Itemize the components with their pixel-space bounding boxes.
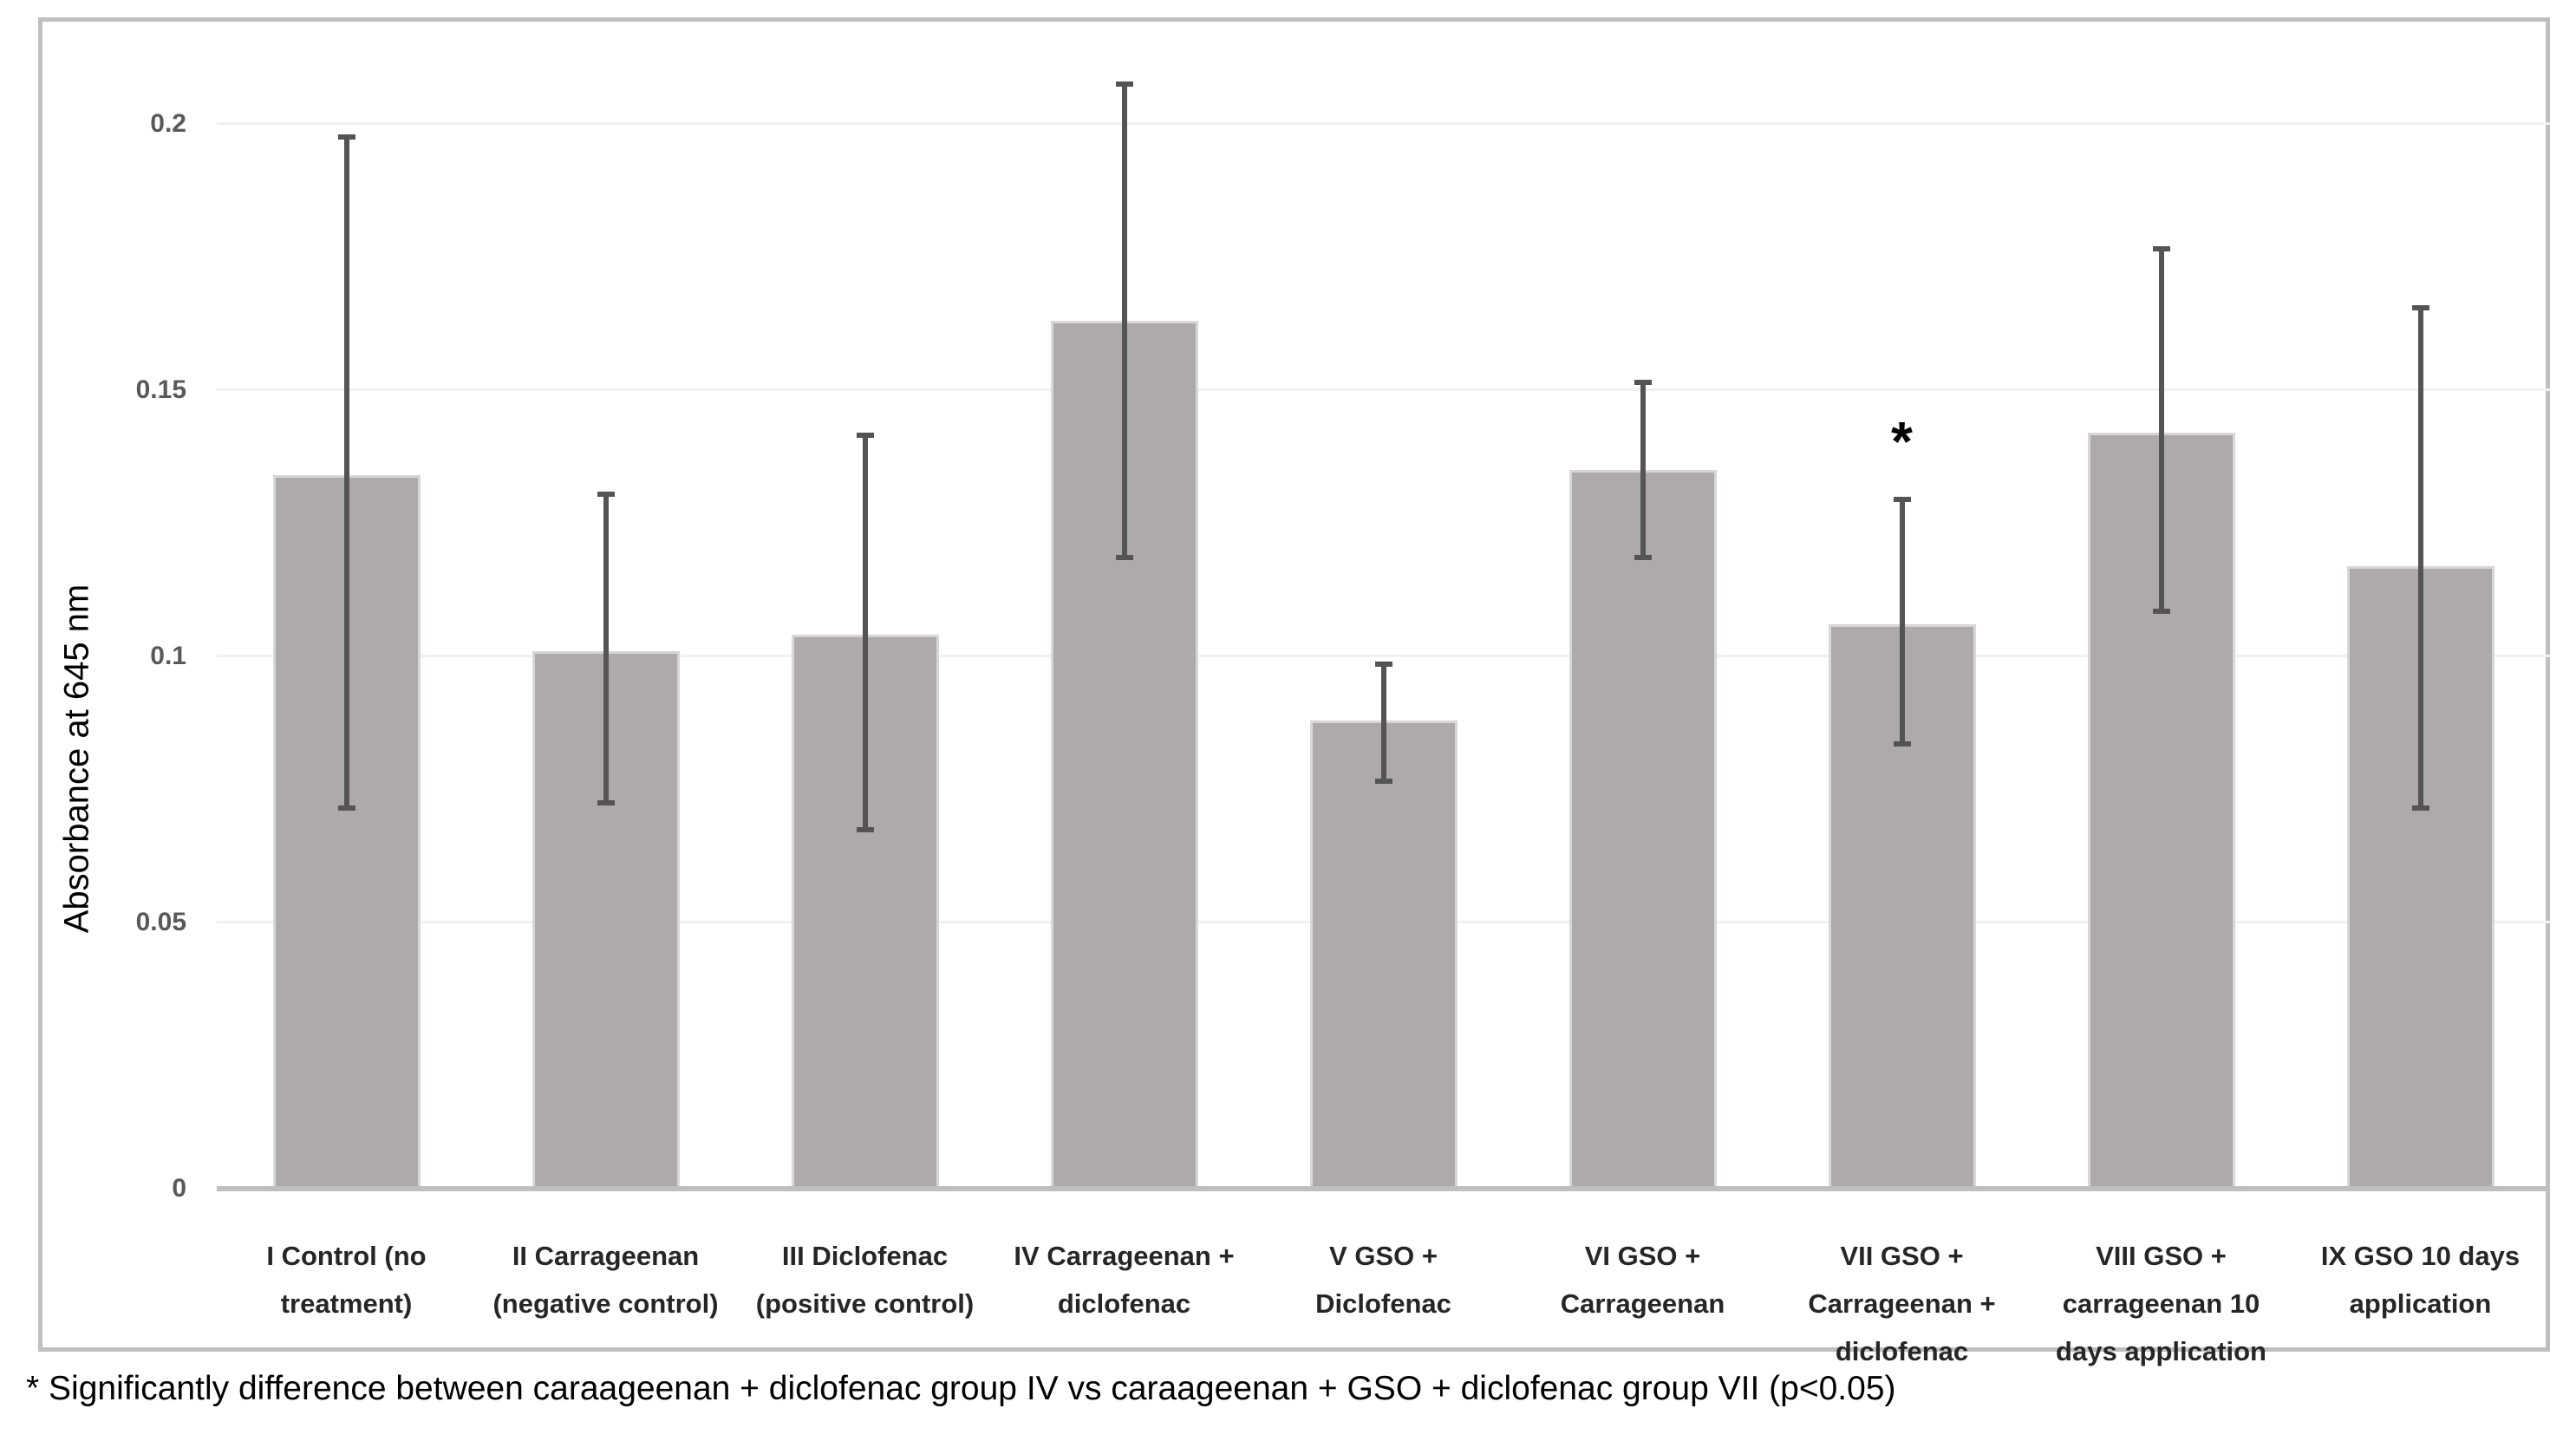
category-label: I Control (no treatment) xyxy=(191,1232,502,1327)
error-cap-bottom xyxy=(1634,555,1652,561)
error-bar xyxy=(1121,81,1127,561)
error-cap-top xyxy=(1634,379,1652,385)
category-label-line: Carrageenan xyxy=(1560,1288,1725,1320)
error-cap-bottom xyxy=(1115,555,1133,561)
error-cap-bottom xyxy=(597,799,615,805)
category-label-line: IV Carrageenan + xyxy=(1014,1241,1235,1271)
y-axis-title: Absorbance at 645 nm xyxy=(57,584,96,934)
category-label-line: I Control (no xyxy=(266,1241,427,1271)
y-tick-label: 0.2 xyxy=(150,109,186,138)
category-label-line: treatment) xyxy=(280,1288,413,1320)
category-label-line: diclofenac xyxy=(1835,1336,1969,1367)
category-label-line: II Carrageenan xyxy=(512,1241,700,1271)
error-cap-bottom xyxy=(1374,779,1392,785)
error-bar xyxy=(1899,496,1905,747)
footnote: * Significantly difference between caraa… xyxy=(26,1370,1896,1407)
error-cap-bottom xyxy=(1893,741,1911,747)
category-label-line: VII GSO + xyxy=(1840,1241,1964,1271)
category-label: III Diclofenac (positive control) xyxy=(709,1232,1021,1327)
gridline xyxy=(217,655,2550,657)
category-label-line: VIII GSO + xyxy=(2096,1241,2227,1271)
error-cap-bottom xyxy=(856,826,874,832)
chart-frame: Absorbance at 645 nm 0 0.05 0.1 0.15 0.2 I Co… xyxy=(38,17,2550,1366)
error-cap-top xyxy=(856,433,874,439)
category-label: V GSO + Diclofenac xyxy=(1228,1232,1539,1327)
category-label: VI GSO + Carrageenan xyxy=(1487,1232,1798,1327)
category-label-line: (positive control) xyxy=(755,1288,975,1320)
category-label-line: carrageenan 10 xyxy=(2062,1288,2260,1320)
error-bar xyxy=(862,433,868,832)
error-bar xyxy=(1380,662,1386,785)
error-cap-top xyxy=(1115,81,1133,87)
error-cap-bottom xyxy=(337,805,355,812)
y-tick-label: 0.1 xyxy=(150,642,186,670)
bar xyxy=(1309,720,1458,1189)
gridline xyxy=(217,122,2550,125)
error-cap-top xyxy=(1374,662,1392,668)
category-label-line: days application xyxy=(2056,1336,2266,1367)
error-cap-top xyxy=(2411,304,2429,310)
category-label-line: Diclofenac xyxy=(1315,1288,1451,1320)
bar xyxy=(1568,470,1717,1189)
category-label: IX GSO 10 days application xyxy=(2265,1232,2576,1327)
error-cap-top xyxy=(597,491,615,497)
category-label-line: IX GSO 10 days xyxy=(2320,1241,2521,1271)
error-cap-bottom xyxy=(2411,805,2429,812)
category-label: VII GSO + Carrageenan + diclofenac xyxy=(1746,1232,2058,1376)
y-tick-label: 0.05 xyxy=(135,908,186,936)
error-cap-top xyxy=(2152,246,2170,252)
category-label: VIII GSO + carrageenan 10 days application xyxy=(2005,1232,2317,1376)
error-cap-top xyxy=(1893,496,1911,502)
category-label: II Carrageenan (negative control) xyxy=(450,1232,761,1327)
category-label-line: diclofenac xyxy=(1057,1288,1191,1320)
error-bar xyxy=(603,491,609,805)
x-axis-line xyxy=(217,1186,2550,1191)
significance-asterisk: * xyxy=(1891,410,1913,473)
category-label: IV Carrageenan + diclofenac xyxy=(968,1232,1280,1327)
error-bar xyxy=(1640,379,1646,561)
error-bar xyxy=(2158,246,2164,614)
error-bar xyxy=(2417,304,2423,812)
y-tick-label: 0.15 xyxy=(135,375,186,404)
category-label-line: application xyxy=(2349,1288,2492,1320)
category-label-line: III Diclofenac xyxy=(781,1241,949,1271)
y-tick-label: 0 xyxy=(172,1174,186,1203)
category-label-line: Carrageenan + xyxy=(1808,1288,1996,1320)
error-cap-top xyxy=(337,134,355,140)
error-cap-bottom xyxy=(2152,608,2170,614)
category-label-line: (negative control) xyxy=(492,1288,719,1320)
error-bar xyxy=(343,134,349,812)
plot-area: 0 0.05 0.1 0.15 0.2 I Control (no treatment) II… xyxy=(136,22,2550,1366)
gridline xyxy=(217,388,2550,391)
category-label-line: V GSO + xyxy=(1329,1241,1438,1271)
category-label-line: VI GSO + xyxy=(1584,1241,1701,1271)
